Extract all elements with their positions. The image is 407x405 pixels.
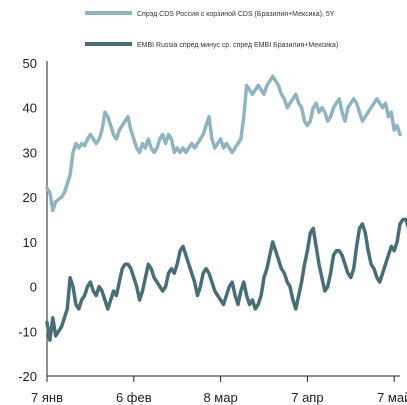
x-tick-label: 7 май [377,390,407,405]
legend-label-cds-spread: Спрэд CDS Россия с корзиной CDS (Бразили… [137,10,335,18]
x-tick-label: 8 мар [203,390,237,405]
y-tick-label: -20 [18,369,37,384]
y-tick-label: 40 [23,101,37,116]
x-tick-label: 7 апр [291,390,323,405]
y-tick-label: 0 [30,280,37,295]
legend-label-embi-spread: EMBI Russia спред минус ср. спред EMBI Б… [137,42,338,49]
legend: Спрэд CDS Россия с корзиной CDS (Бразили… [85,10,338,49]
y-tick-label: -10 [18,324,37,339]
x-tick-label: 6 фев [116,390,152,405]
y-tick-label: 10 [23,235,37,250]
x-tick-label: 7 янв [31,390,63,405]
y-tick-label: 50 [23,56,37,71]
y-tick-label: 30 [23,145,37,160]
y-tick-label: 20 [23,190,37,205]
series-line-embi-spread [45,217,407,342]
y-axis-labels: -20 -10 0 10 20 30 40 50 [18,56,37,384]
x-axis-labels: 7 янв 6 фев 8 мар 7 апр 7 май [31,390,407,405]
series-layer [45,74,407,342]
series-line-cds-spread [45,74,402,213]
